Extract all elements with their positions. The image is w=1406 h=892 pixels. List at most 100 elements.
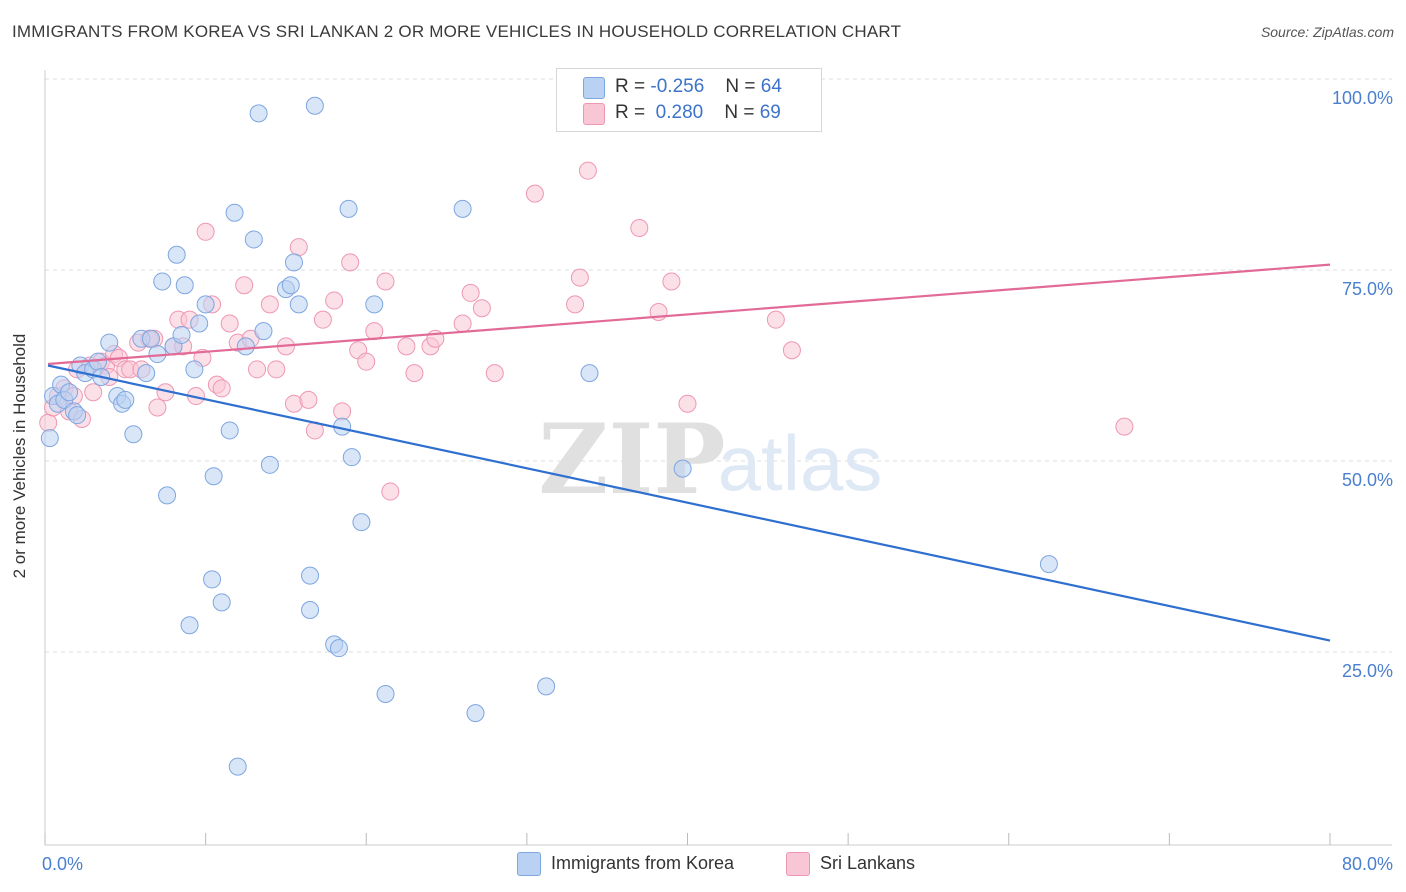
bottom-korea-label: Immigrants from Korea <box>551 853 735 873</box>
data-point-sri-lankans <box>525 184 544 203</box>
data-point-sri-lankans <box>453 314 472 333</box>
trend-lines <box>47 263 1331 642</box>
data-point-sri-lankans <box>365 322 384 341</box>
data-point-immigrants-from-korea <box>284 253 303 272</box>
data-point-sri-lankans <box>662 272 681 291</box>
data-point-immigrants-from-korea <box>167 245 186 264</box>
data-point-immigrants-from-korea <box>537 677 556 696</box>
stats-legend: R = -0.256 N = 64 R = 0.280 N = 69 <box>556 68 822 132</box>
data-point-immigrants-from-korea <box>172 325 191 344</box>
data-point-sri-lankans <box>196 222 215 241</box>
data-point-immigrants-from-korea <box>220 421 239 440</box>
watermark-atlas: atlas <box>718 419 883 507</box>
data-point-sri-lankans <box>289 238 308 257</box>
data-point-immigrants-from-korea <box>289 295 308 314</box>
data-point-immigrants-from-korea <box>453 199 472 218</box>
data-point-immigrants-from-korea <box>225 203 244 222</box>
data-point-immigrants-from-korea <box>180 616 199 635</box>
data-point-sri-lankans <box>212 379 231 398</box>
data-point-immigrants-from-korea <box>281 276 300 295</box>
korea-n-value: 64 <box>760 76 782 97</box>
data-point-immigrants-from-korea <box>260 455 279 474</box>
data-point-immigrants-from-korea <box>185 360 204 379</box>
data-point-immigrants-from-korea <box>1039 555 1058 574</box>
data-point-sri-lankans <box>472 299 491 318</box>
data-point-immigrants-from-korea <box>236 337 255 356</box>
data-point-sri-lankans <box>325 291 344 310</box>
watermark: ZIP atlas <box>538 403 882 516</box>
data-point-sri-lankans <box>570 268 589 287</box>
data-point-sri-lankans <box>148 398 167 417</box>
data-point-immigrants-from-korea <box>203 570 222 589</box>
data-point-sri-lankans <box>267 360 286 379</box>
data-point-sri-lankans <box>485 364 504 383</box>
axes <box>44 70 1392 846</box>
data-point-immigrants-from-korea <box>339 199 358 218</box>
data-point-immigrants-from-korea <box>60 383 79 402</box>
data-point-sri-lankans <box>461 283 480 302</box>
data-point-sri-lankans <box>357 352 376 371</box>
data-point-immigrants-from-korea <box>365 295 384 314</box>
data-point-immigrants-from-korea <box>158 486 177 505</box>
data-point-sri-lankans <box>39 413 58 432</box>
data-point-sri-lankans <box>678 394 697 413</box>
data-point-sri-lankans <box>84 383 103 402</box>
data-point-sri-lankans <box>566 295 585 314</box>
gridlines <box>45 78 1392 653</box>
data-point-immigrants-from-korea <box>137 364 156 383</box>
data-point-immigrants-from-korea <box>100 333 119 352</box>
data-point-immigrants-from-korea <box>376 685 395 704</box>
data-point-sri-lankans <box>299 390 318 409</box>
data-point-sri-lankans <box>235 276 254 295</box>
data-point-immigrants-from-korea <box>196 295 215 314</box>
y-tick-label: 75.0% <box>1342 279 1393 299</box>
korea-swatch <box>583 77 605 99</box>
data-point-sri-lankans <box>376 272 395 291</box>
tick-labels: 25.0% 50.0% 75.0% 100.0% 0.0% 80.0% <box>42 88 1393 874</box>
srilanka-n-value: 69 <box>759 102 781 123</box>
data-point-immigrants-from-korea <box>124 425 143 444</box>
data-point-sri-lankans <box>1115 417 1134 436</box>
watermark-zip: ZIP <box>538 403 725 516</box>
data-point-immigrants-from-korea <box>190 314 209 333</box>
data-point-sri-lankans <box>341 253 360 272</box>
x-tick-label: 80.0% <box>1342 854 1393 874</box>
data-point-sri-lankans <box>220 314 239 333</box>
y-tick-label: 25.0% <box>1342 661 1393 681</box>
data-point-immigrants-from-korea <box>580 364 599 383</box>
srilanka-r-label: R = <box>615 102 646 123</box>
data-point-immigrants-from-korea <box>352 513 371 532</box>
data-point-sri-lankans <box>248 360 267 379</box>
data-point-sri-lankans <box>313 310 332 329</box>
data-point-immigrants-from-korea <box>301 600 320 619</box>
data-point-sri-lankans <box>397 337 416 356</box>
chart-title: IMMIGRANTS FROM KOREA VS SRI LANKAN 2 OR… <box>12 22 902 41</box>
data-point-sri-lankans <box>333 402 352 421</box>
y-tick-label: 50.0% <box>1342 470 1393 490</box>
srilanka-r-value: 0.280 <box>655 102 704 123</box>
korea-n-label: N = <box>725 76 756 97</box>
data-point-immigrants-from-korea <box>228 757 247 776</box>
data-point-immigrants-from-korea <box>153 272 172 291</box>
data-point-immigrants-from-korea <box>204 467 223 486</box>
y-tick-label: 100.0% <box>1332 88 1393 108</box>
data-point-immigrants-from-korea <box>301 566 320 585</box>
trend-line-immigrants-from-korea <box>47 364 1331 642</box>
korea-r-label: R = <box>615 76 646 97</box>
data-point-sri-lankans <box>381 482 400 501</box>
data-point-immigrants-from-korea <box>673 459 692 478</box>
bottom-srilanka-label: Sri Lankans <box>820 853 916 873</box>
data-point-sri-lankans <box>260 295 279 314</box>
korea-r-value: -0.256 <box>650 76 705 97</box>
data-point-sri-lankans <box>405 364 424 383</box>
data-point-immigrants-from-korea <box>116 390 135 409</box>
data-point-immigrants-from-korea <box>305 96 324 115</box>
data-point-immigrants-from-korea <box>175 276 194 295</box>
data-point-immigrants-from-korea <box>68 406 87 425</box>
bottom-srilanka-swatch <box>786 852 810 876</box>
srilanka-swatch <box>583 103 605 125</box>
data-point-sri-lankans <box>578 161 597 180</box>
data-point-immigrants-from-korea <box>142 329 161 348</box>
data-point-immigrants-from-korea <box>249 104 268 123</box>
